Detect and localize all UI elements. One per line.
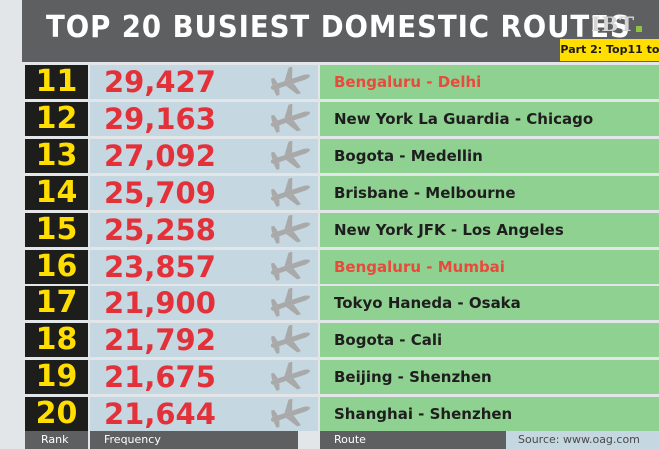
frequency-value: 21,644 (104, 397, 216, 432)
table-footer: Rank Frequency Route Source: www.oag.com (0, 431, 659, 449)
rank-cell: 17 (25, 286, 88, 321)
frequency-cell: 25,709 (90, 175, 318, 210)
airplane-icon (270, 288, 311, 318)
airplane-icon (270, 214, 311, 244)
rank-cell: 15 (25, 212, 88, 247)
frequency-cell: 21,644 (90, 397, 318, 432)
header-bar: TOP 20 BUSIEST DOMESTIC ROUTES IBT Part … (22, 0, 659, 62)
table-row: 18 21,792 Bogota - Cali (0, 323, 659, 358)
frequency-value: 21,675 (104, 360, 216, 395)
table-row: 13 27,092 Bogota - Medellin (0, 138, 659, 173)
route-column-label: Route (320, 431, 506, 449)
page-title: TOP 20 BUSIEST DOMESTIC ROUTES (46, 10, 631, 45)
route-cell: Tokyo Haneda - Osaka (320, 286, 659, 321)
frequency-cell: 25,258 (90, 212, 318, 247)
frequency-value: 29,427 (104, 65, 216, 99)
frequency-value: 25,709 (104, 175, 216, 210)
airplane-icon (270, 140, 311, 170)
airplane-icon (270, 177, 311, 207)
airplane-icon (270, 251, 311, 281)
rank-column-label: Rank (25, 431, 88, 449)
rank-cell: 12 (25, 101, 88, 136)
rank-cell: 13 (25, 138, 88, 173)
source-credit: Source: www.oag.com (506, 431, 659, 449)
route-cell: Beijing - Shenzhen (320, 360, 659, 395)
part-badge: Part 2: Top11 to 20 (560, 39, 659, 61)
table-row: 12 29,163 New York La Guardia - Chicago (0, 101, 659, 136)
frequency-value: 25,258 (104, 212, 216, 247)
frequency-cell: 21,792 (90, 323, 318, 358)
route-cell: New York La Guardia - Chicago (320, 101, 659, 136)
frequency-value: 21,900 (104, 286, 216, 321)
route-cell: Bogota - Medellin (320, 138, 659, 173)
frequency-value: 27,092 (104, 138, 216, 173)
frequency-cell: 27,092 (90, 138, 318, 173)
rank-cell: 20 (25, 397, 88, 432)
airplane-icon (270, 103, 311, 133)
route-cell: Bogota - Cali (320, 323, 659, 358)
airplane-icon (270, 325, 311, 355)
ibt-logo: IBT (591, 12, 636, 36)
table-row: 17 21,900 Tokyo Haneda - Osaka (0, 286, 659, 321)
frequency-cell: 21,900 (90, 286, 318, 321)
frequency-value: 23,857 (104, 249, 216, 284)
route-cell: Brisbane - Melbourne (320, 175, 659, 210)
route-cell: Bengaluru - Mumbai (320, 249, 659, 284)
frequency-value: 29,163 (104, 101, 216, 136)
rank-cell: 19 (25, 360, 88, 395)
frequency-cell: 23,857 (90, 249, 318, 284)
frequency-cell: 29,163 (90, 101, 318, 136)
frequency-value: 21,792 (104, 323, 216, 358)
frequency-column-label: Frequency (90, 431, 298, 449)
airplane-icon (270, 399, 311, 428)
table-row: 11 29,427 Bengaluru - Delhi (0, 65, 659, 99)
table-row: 15 25,258 New York JFK - Los Angeles (0, 212, 659, 247)
table-row: 19 21,675 Beijing - Shenzhen (0, 360, 659, 395)
table-row: 16 23,857 Bengaluru - Mumbai (0, 249, 659, 284)
route-cell: New York JFK - Los Angeles (320, 212, 659, 247)
frequency-cell: 29,427 (90, 65, 318, 99)
airplane-icon (270, 362, 311, 392)
rank-cell: 16 (25, 249, 88, 284)
rank-cell: 11 (25, 65, 88, 99)
frequency-cell: 21,675 (90, 360, 318, 395)
route-cell: Shanghai - Shenzhen (320, 397, 659, 432)
rank-cell: 18 (25, 323, 88, 358)
table-row: 20 21,644 Shanghai - Shenzhen (0, 397, 659, 432)
route-cell: Bengaluru - Delhi (320, 65, 659, 99)
table-row: 14 25,709 Brisbane - Melbourne (0, 175, 659, 210)
rank-cell: 14 (25, 175, 88, 210)
airplane-icon (270, 67, 311, 96)
logo-dot-icon (636, 26, 642, 32)
